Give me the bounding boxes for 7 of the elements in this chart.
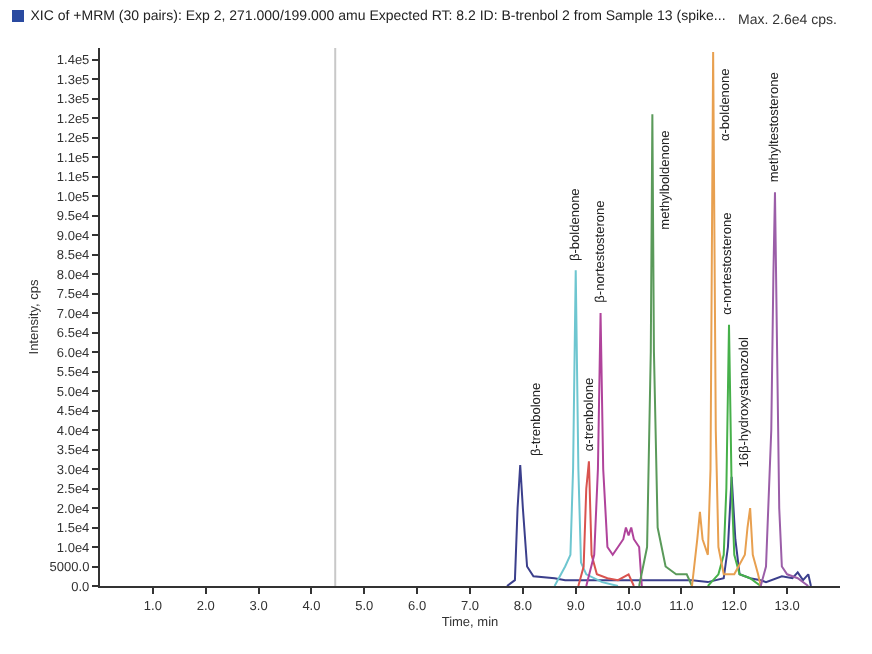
line-series bbox=[691, 50, 762, 586]
line-series bbox=[585, 312, 643, 586]
line-series bbox=[506, 464, 812, 586]
line-series bbox=[638, 113, 693, 586]
line-series bbox=[706, 323, 762, 586]
line-series bbox=[577, 460, 635, 586]
line-series bbox=[759, 191, 810, 586]
